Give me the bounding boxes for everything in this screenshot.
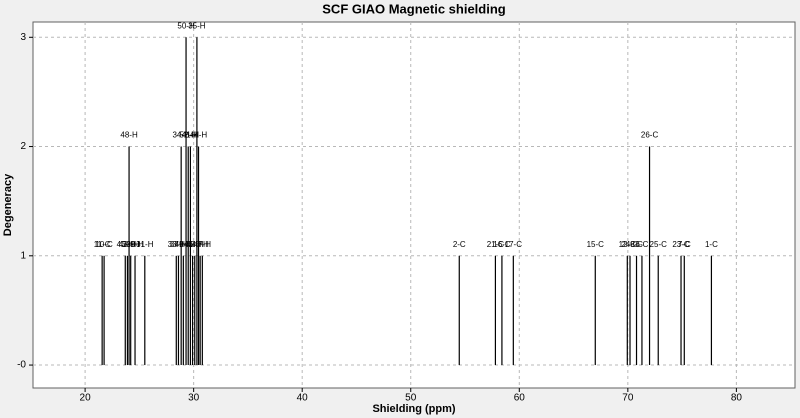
peak-label: 31-H	[136, 240, 154, 249]
peak-label: 10-C	[95, 240, 113, 249]
peak-label: 6-C	[636, 240, 649, 249]
peak-label: 40-H	[191, 240, 209, 249]
x-tick-label: 50	[405, 393, 417, 404]
peak-label: 39-H	[126, 240, 144, 249]
peak-label: 45-H	[117, 240, 135, 249]
y-axis-label: Degeneracy	[2, 173, 14, 236]
x-tick-label: 30	[188, 393, 200, 404]
peak-label: 12-C	[619, 240, 637, 249]
y-tick-label: -0	[17, 360, 26, 371]
peak-label: 44-H	[190, 131, 208, 140]
peak-label: 16-C	[493, 240, 511, 249]
peak-label: 52-H	[180, 131, 198, 140]
peak-label: 46-H	[184, 240, 202, 249]
peak-label: 35-H	[188, 21, 206, 30]
peak-label: 23-C	[672, 240, 690, 249]
peak-label: 34-H	[172, 131, 190, 140]
x-tick-label: 80	[731, 393, 743, 404]
peak-label: 33-H	[168, 240, 186, 249]
peak-label: 11-C	[94, 240, 111, 249]
x-tick-label: 70	[622, 393, 634, 404]
plot-area	[32, 21, 796, 389]
peak-label: 15-C	[587, 240, 605, 249]
peak-label: 37-H	[170, 240, 188, 249]
y-tick-label: 2	[20, 141, 26, 152]
peak-label: 48-H	[120, 131, 138, 140]
peak-label: 24-C	[621, 240, 639, 249]
peak-label: 17-C	[505, 240, 523, 249]
peak-label: 38-H	[122, 240, 140, 249]
x-tick-label: 60	[514, 393, 526, 404]
x-axis-label: Shielding (ppm)	[372, 403, 455, 415]
chart-title: SCF GIAO Magnetic shielding	[322, 1, 506, 16]
peak-label: 2-C	[453, 240, 466, 249]
peak-label: 1-C	[705, 240, 718, 249]
peak-label: 47-H	[194, 240, 212, 249]
peak-label: 8-C	[630, 240, 643, 249]
peak-label: 41-H	[182, 131, 200, 140]
peak-label: 49-H	[175, 240, 193, 249]
peak-label: 21-C	[487, 240, 505, 249]
peak-label: 50-H	[177, 21, 195, 30]
y-tick-label: 1	[20, 250, 26, 261]
peak-label: 25-C	[650, 240, 668, 249]
peak-label: 7-C	[678, 240, 691, 249]
x-tick-label: 40	[297, 393, 309, 404]
x-tick-label: 20	[80, 393, 92, 404]
peak-label: 26-C	[641, 131, 659, 140]
peak-label: 42-H	[186, 240, 204, 249]
y-tick-label: 3	[20, 32, 26, 43]
peak-label: 43-H	[119, 240, 137, 249]
